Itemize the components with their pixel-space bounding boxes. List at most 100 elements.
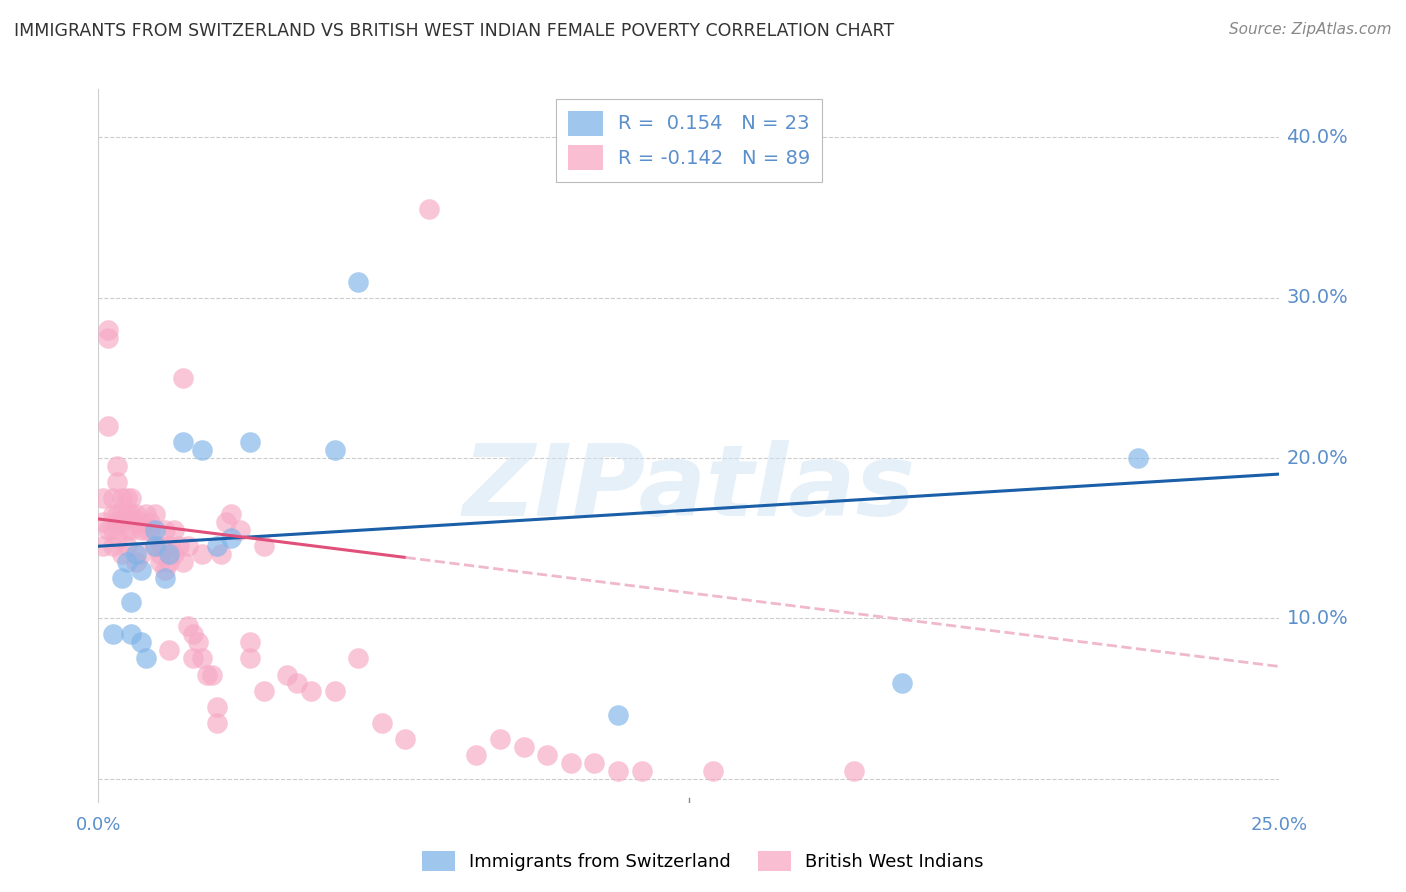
Point <box>149 539 172 553</box>
Point <box>105 531 128 545</box>
Point <box>215 515 238 529</box>
Point <box>323 442 346 457</box>
Point <box>121 507 143 521</box>
Point <box>139 523 162 537</box>
Point <box>191 547 214 561</box>
Point <box>163 523 186 537</box>
Point <box>101 491 124 505</box>
Point <box>149 555 172 569</box>
Point <box>157 539 180 553</box>
Point <box>172 555 194 569</box>
Point <box>121 595 143 609</box>
Text: ZIPatlas: ZIPatlas <box>463 441 915 537</box>
Point <box>239 635 262 649</box>
Point <box>125 507 148 521</box>
Point <box>560 756 582 770</box>
Point <box>143 539 166 553</box>
Point <box>607 764 630 778</box>
Point <box>209 547 232 561</box>
Point <box>101 627 124 641</box>
Point <box>191 651 214 665</box>
Point <box>97 331 120 345</box>
Text: 0.0%: 0.0% <box>76 815 121 834</box>
Point <box>418 202 440 217</box>
Point <box>172 371 194 385</box>
Point <box>583 756 606 770</box>
Point <box>91 515 114 529</box>
Point <box>253 683 276 698</box>
Point <box>111 547 134 561</box>
Point <box>143 539 166 553</box>
Point <box>177 619 200 633</box>
Point <box>105 515 128 529</box>
Point <box>121 491 143 505</box>
Point <box>153 571 176 585</box>
Point <box>191 442 214 457</box>
Point <box>91 539 114 553</box>
Point <box>347 651 370 665</box>
Point <box>181 651 204 665</box>
Point <box>105 458 128 473</box>
Point <box>129 547 152 561</box>
Point <box>167 539 190 553</box>
Point <box>115 507 138 521</box>
Point <box>347 275 370 289</box>
Point <box>177 539 200 553</box>
Point <box>489 731 512 746</box>
Point <box>205 699 228 714</box>
Point <box>201 667 224 681</box>
Point <box>157 555 180 569</box>
Point <box>323 683 346 698</box>
Point <box>181 627 204 641</box>
Point <box>153 563 176 577</box>
Point <box>115 491 138 505</box>
Point <box>97 323 120 337</box>
Legend: Immigrants from Switzerland, British West Indians: Immigrants from Switzerland, British Wes… <box>415 844 991 879</box>
Point <box>702 764 724 778</box>
Point <box>607 707 630 722</box>
Point <box>111 507 134 521</box>
Text: 40.0%: 40.0% <box>1286 128 1348 147</box>
Point <box>125 515 148 529</box>
Point <box>844 764 866 778</box>
Point <box>536 747 558 762</box>
Point <box>195 667 218 681</box>
Point <box>157 547 180 561</box>
Point <box>172 435 194 450</box>
Text: 20.0%: 20.0% <box>1286 449 1348 467</box>
Point <box>91 491 114 505</box>
Point <box>1126 450 1149 465</box>
Point <box>239 651 262 665</box>
Point <box>135 523 157 537</box>
Point <box>135 651 157 665</box>
Point <box>239 435 262 450</box>
Point <box>371 715 394 730</box>
Point <box>205 539 228 553</box>
Point <box>219 531 242 545</box>
Point <box>512 739 534 754</box>
Point <box>135 507 157 521</box>
Point <box>465 747 488 762</box>
Point <box>101 539 124 553</box>
Point <box>115 523 138 537</box>
Point <box>129 563 152 577</box>
Point <box>143 523 166 537</box>
Point <box>129 635 152 649</box>
Text: 10.0%: 10.0% <box>1286 609 1348 628</box>
Point <box>111 571 134 585</box>
Point <box>143 507 166 521</box>
Text: 25.0%: 25.0% <box>1251 815 1308 834</box>
Point <box>105 507 128 521</box>
Point <box>157 643 180 657</box>
Legend: R =  0.154   N = 23, R = -0.142   N = 89: R = 0.154 N = 23, R = -0.142 N = 89 <box>555 99 823 182</box>
Point <box>97 419 120 434</box>
Text: 30.0%: 30.0% <box>1286 288 1348 307</box>
Point <box>115 555 138 569</box>
Point <box>105 475 128 489</box>
Point <box>219 507 242 521</box>
Point <box>125 547 148 561</box>
Point <box>101 523 124 537</box>
Point <box>187 635 209 649</box>
Point <box>153 523 176 537</box>
Point <box>125 555 148 569</box>
